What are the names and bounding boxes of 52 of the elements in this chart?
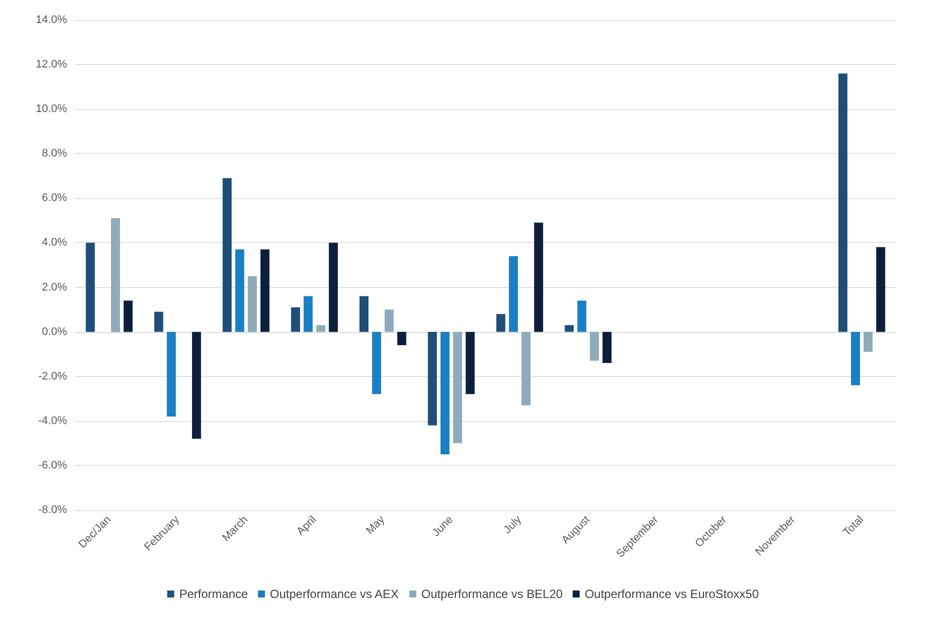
legend-label: Outperformance vs EuroStoxx50 (584, 587, 760, 601)
bar (508, 256, 518, 332)
legend-label: Outperformance vs BEL20 (421, 587, 564, 601)
x-tick-label: May (364, 513, 388, 537)
legend-label: Performance (179, 587, 248, 601)
bar (453, 332, 462, 444)
bar (602, 332, 612, 363)
bar (316, 325, 326, 332)
bar (876, 247, 886, 332)
bar (192, 332, 202, 439)
bar (291, 307, 300, 332)
bar (111, 218, 120, 332)
y-tick-label: 14.0% (36, 14, 68, 26)
legend-label: Outperformance vs AEX (270, 587, 399, 601)
bar (428, 332, 437, 426)
bar (838, 73, 848, 332)
y-tick-label: -4.0% (38, 414, 68, 427)
bar (359, 296, 368, 332)
bar (304, 296, 313, 332)
bar (328, 242, 338, 332)
bar (466, 332, 475, 394)
y-tick-label: -2.0% (38, 370, 68, 382)
y-tick-label: 6.0% (42, 192, 68, 204)
bar (564, 325, 574, 332)
bar (590, 332, 599, 361)
bar (384, 310, 394, 332)
bar (864, 332, 873, 352)
y-tick-label: 2.0% (42, 281, 68, 294)
bar (235, 249, 244, 332)
bar (440, 332, 450, 454)
y-tick-label: 8.0% (42, 148, 68, 160)
bar (166, 332, 176, 416)
bar (850, 332, 860, 386)
bar (397, 332, 406, 346)
bar (124, 300, 133, 332)
y-tick-label: 12.0% (36, 58, 68, 71)
y-tick-label: -8.0% (38, 504, 68, 516)
bar (496, 314, 506, 332)
bar (86, 242, 95, 332)
bar (154, 312, 164, 332)
x-tick-label: July (502, 513, 524, 536)
y-tick-label: 10.0% (36, 103, 68, 116)
y-tick-label: 0.0% (42, 326, 68, 338)
bar (372, 332, 382, 394)
bar (248, 276, 257, 332)
bar (534, 222, 544, 332)
y-tick-label: 4.0% (42, 236, 68, 249)
bar (222, 178, 232, 332)
bar (260, 249, 270, 332)
y-tick-label: -6.0% (38, 459, 68, 472)
bar (522, 332, 531, 406)
bar (577, 300, 586, 332)
